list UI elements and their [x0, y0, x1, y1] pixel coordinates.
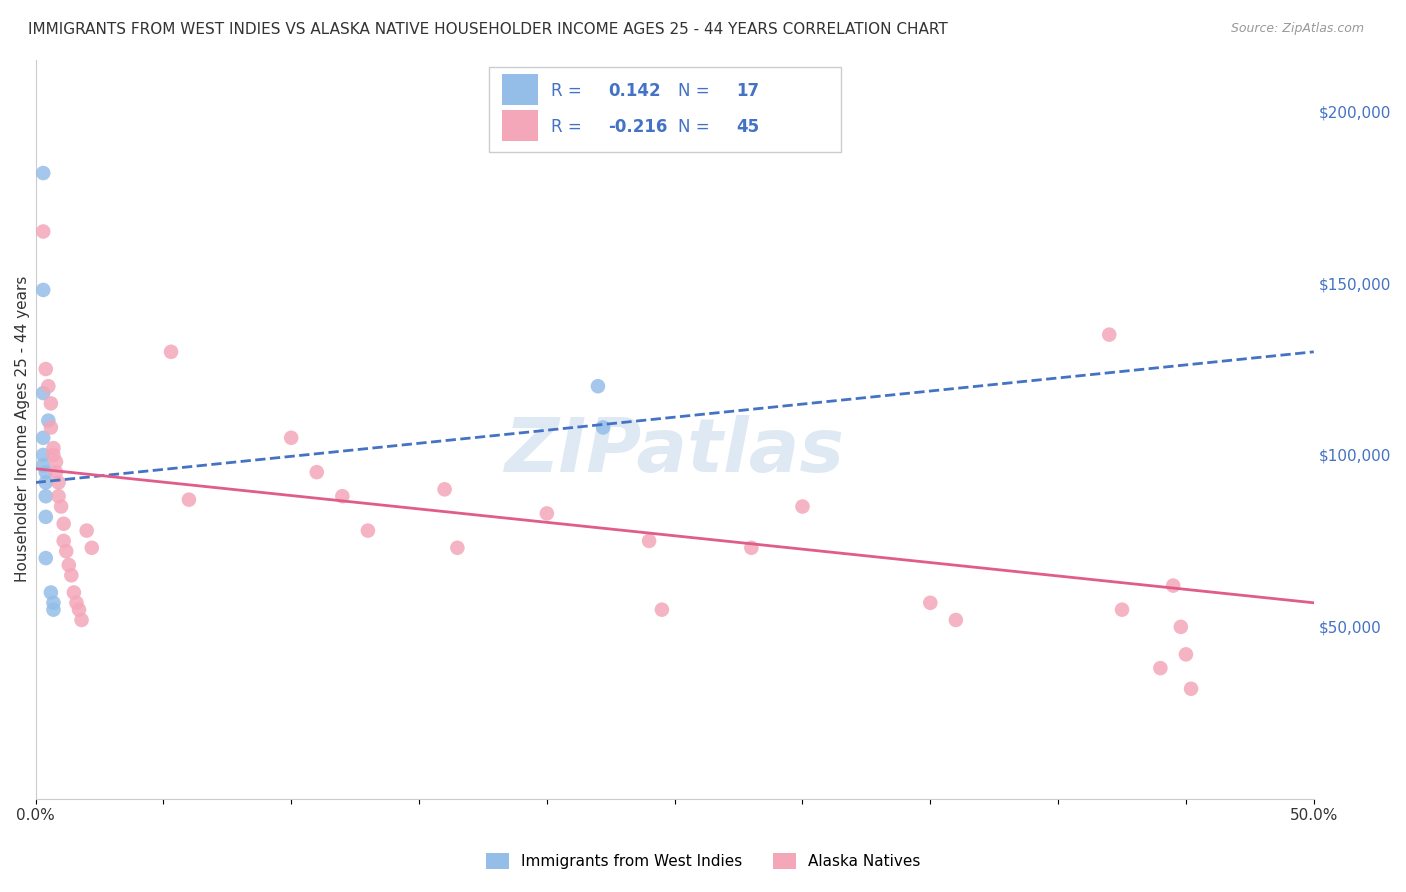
Text: N =: N = — [679, 118, 716, 136]
Point — [32, 458, 55, 473]
Point — [1111, 602, 1133, 616]
Point — [70, 613, 93, 627]
Point — [330, 489, 353, 503]
Point — [651, 602, 673, 616]
Legend: Immigrants from West Indies, Alaska Natives: Immigrants from West Indies, Alaska Nati… — [479, 847, 927, 875]
Text: Source: ZipAtlas.com: Source: ZipAtlas.com — [1230, 22, 1364, 36]
Point — [45, 465, 67, 479]
Point — [52, 533, 75, 548]
Point — [35, 362, 58, 376]
FancyBboxPatch shape — [489, 67, 841, 152]
Point — [35, 489, 58, 503]
Text: -0.216: -0.216 — [609, 118, 668, 136]
Point — [39, 396, 62, 410]
Point — [32, 448, 55, 462]
Point — [638, 533, 661, 548]
Point — [42, 441, 65, 455]
Point — [52, 516, 75, 531]
Point — [58, 558, 80, 572]
Text: IMMIGRANTS FROM WEST INDIES VS ALASKA NATIVE HOUSEHOLDER INCOME AGES 25 - 44 YEA: IMMIGRANTS FROM WEST INDIES VS ALASKA NA… — [28, 22, 948, 37]
Point — [1170, 620, 1192, 634]
Point — [35, 551, 58, 566]
Point — [592, 420, 614, 434]
Point — [536, 507, 558, 521]
Text: N =: N = — [679, 82, 716, 101]
Point — [586, 379, 609, 393]
Point — [55, 544, 77, 558]
Text: 0.142: 0.142 — [609, 82, 661, 101]
Y-axis label: Householder Income Ages 25 - 44 years: Householder Income Ages 25 - 44 years — [15, 276, 30, 582]
Text: ZIPatlas: ZIPatlas — [505, 415, 845, 488]
Point — [48, 489, 70, 503]
Point — [60, 568, 83, 582]
Point — [792, 500, 814, 514]
Point — [63, 585, 86, 599]
Point — [1174, 648, 1197, 662]
Point — [80, 541, 103, 555]
Point — [49, 500, 72, 514]
Point — [35, 465, 58, 479]
Point — [280, 431, 302, 445]
Point — [433, 483, 456, 497]
Point — [177, 492, 200, 507]
Point — [32, 166, 55, 180]
Point — [1180, 681, 1202, 696]
Point — [39, 420, 62, 434]
Point — [65, 596, 87, 610]
Point — [67, 602, 90, 616]
Bar — [502, 110, 538, 141]
Point — [42, 596, 65, 610]
Point — [446, 541, 468, 555]
Text: R =: R = — [551, 118, 586, 136]
Point — [32, 431, 55, 445]
Point — [357, 524, 380, 538]
Point — [35, 475, 58, 490]
Point — [39, 585, 62, 599]
Point — [32, 386, 55, 401]
Point — [1098, 327, 1121, 342]
Point — [1149, 661, 1171, 675]
Point — [32, 225, 55, 239]
Point — [1161, 579, 1184, 593]
Text: R =: R = — [551, 82, 586, 101]
Text: 45: 45 — [735, 118, 759, 136]
Point — [35, 509, 58, 524]
Text: 17: 17 — [735, 82, 759, 101]
Point — [740, 541, 762, 555]
Point — [37, 414, 59, 428]
Point — [945, 613, 967, 627]
Point — [48, 475, 70, 490]
Point — [42, 602, 65, 616]
Point — [32, 283, 55, 297]
Point — [37, 379, 59, 393]
Point — [305, 465, 328, 479]
Point — [76, 524, 98, 538]
Point — [45, 455, 67, 469]
Point — [42, 448, 65, 462]
Point — [920, 596, 942, 610]
Point — [160, 344, 183, 359]
Bar — [502, 74, 538, 105]
